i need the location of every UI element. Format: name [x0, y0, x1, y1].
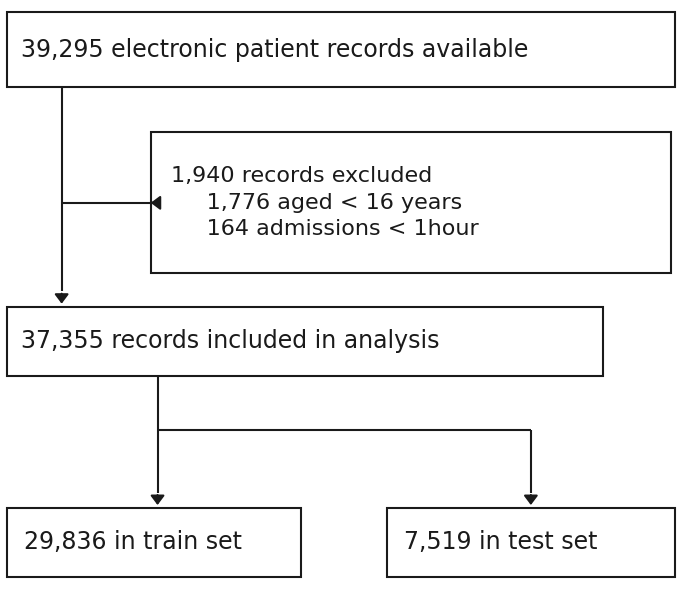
- FancyBboxPatch shape: [387, 508, 675, 577]
- FancyBboxPatch shape: [151, 132, 671, 273]
- Text: 7,519 in test set: 7,519 in test set: [404, 531, 597, 554]
- Text: 29,836 in train set: 29,836 in train set: [24, 531, 242, 554]
- FancyBboxPatch shape: [7, 12, 675, 87]
- FancyBboxPatch shape: [7, 307, 603, 376]
- Text: 39,295 electronic patient records available: 39,295 electronic patient records availa…: [21, 38, 528, 61]
- Text: 1,940 records excluded
     1,776 aged < 16 years
     164 admissions < 1hour: 1,940 records excluded 1,776 aged < 16 y…: [171, 166, 479, 239]
- Text: 37,355 records included in analysis: 37,355 records included in analysis: [21, 329, 439, 353]
- FancyBboxPatch shape: [7, 508, 301, 577]
